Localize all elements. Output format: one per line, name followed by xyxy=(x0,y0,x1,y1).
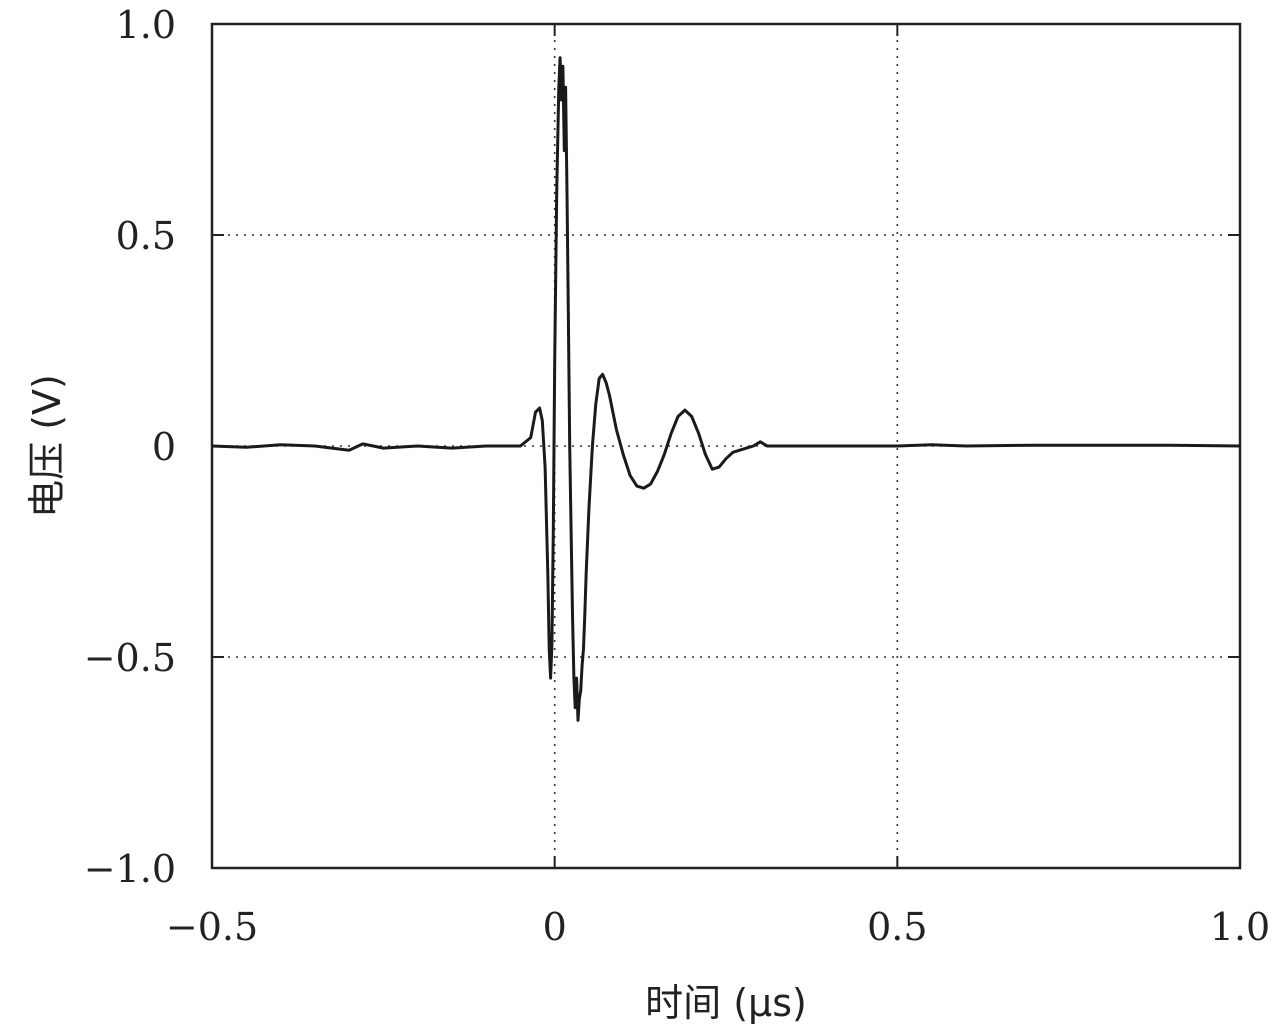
y-tick-label: 0 xyxy=(152,425,176,469)
y-tick-label: −1.0 xyxy=(84,847,176,891)
x-tick-label: 0.5 xyxy=(867,905,927,949)
x-axis-title: 时间 (μs) xyxy=(645,981,807,1025)
y-tick-label: 0.5 xyxy=(116,214,176,258)
x-tick-label: 0 xyxy=(543,905,567,949)
voltage-series-line xyxy=(211,56,1241,722)
x-tick-label: 1.0 xyxy=(1210,905,1270,949)
x-tick-label: −0.5 xyxy=(166,905,258,949)
tick-labels: −0.5 0 0.5 1.0 −1.0 −0.5 0 0.5 1.0 xyxy=(84,3,1271,949)
y-tick-label: −0.5 xyxy=(84,636,176,680)
y-tick-label: 1.0 xyxy=(116,3,176,47)
y-axis-title: 电压 (V) xyxy=(25,374,69,518)
